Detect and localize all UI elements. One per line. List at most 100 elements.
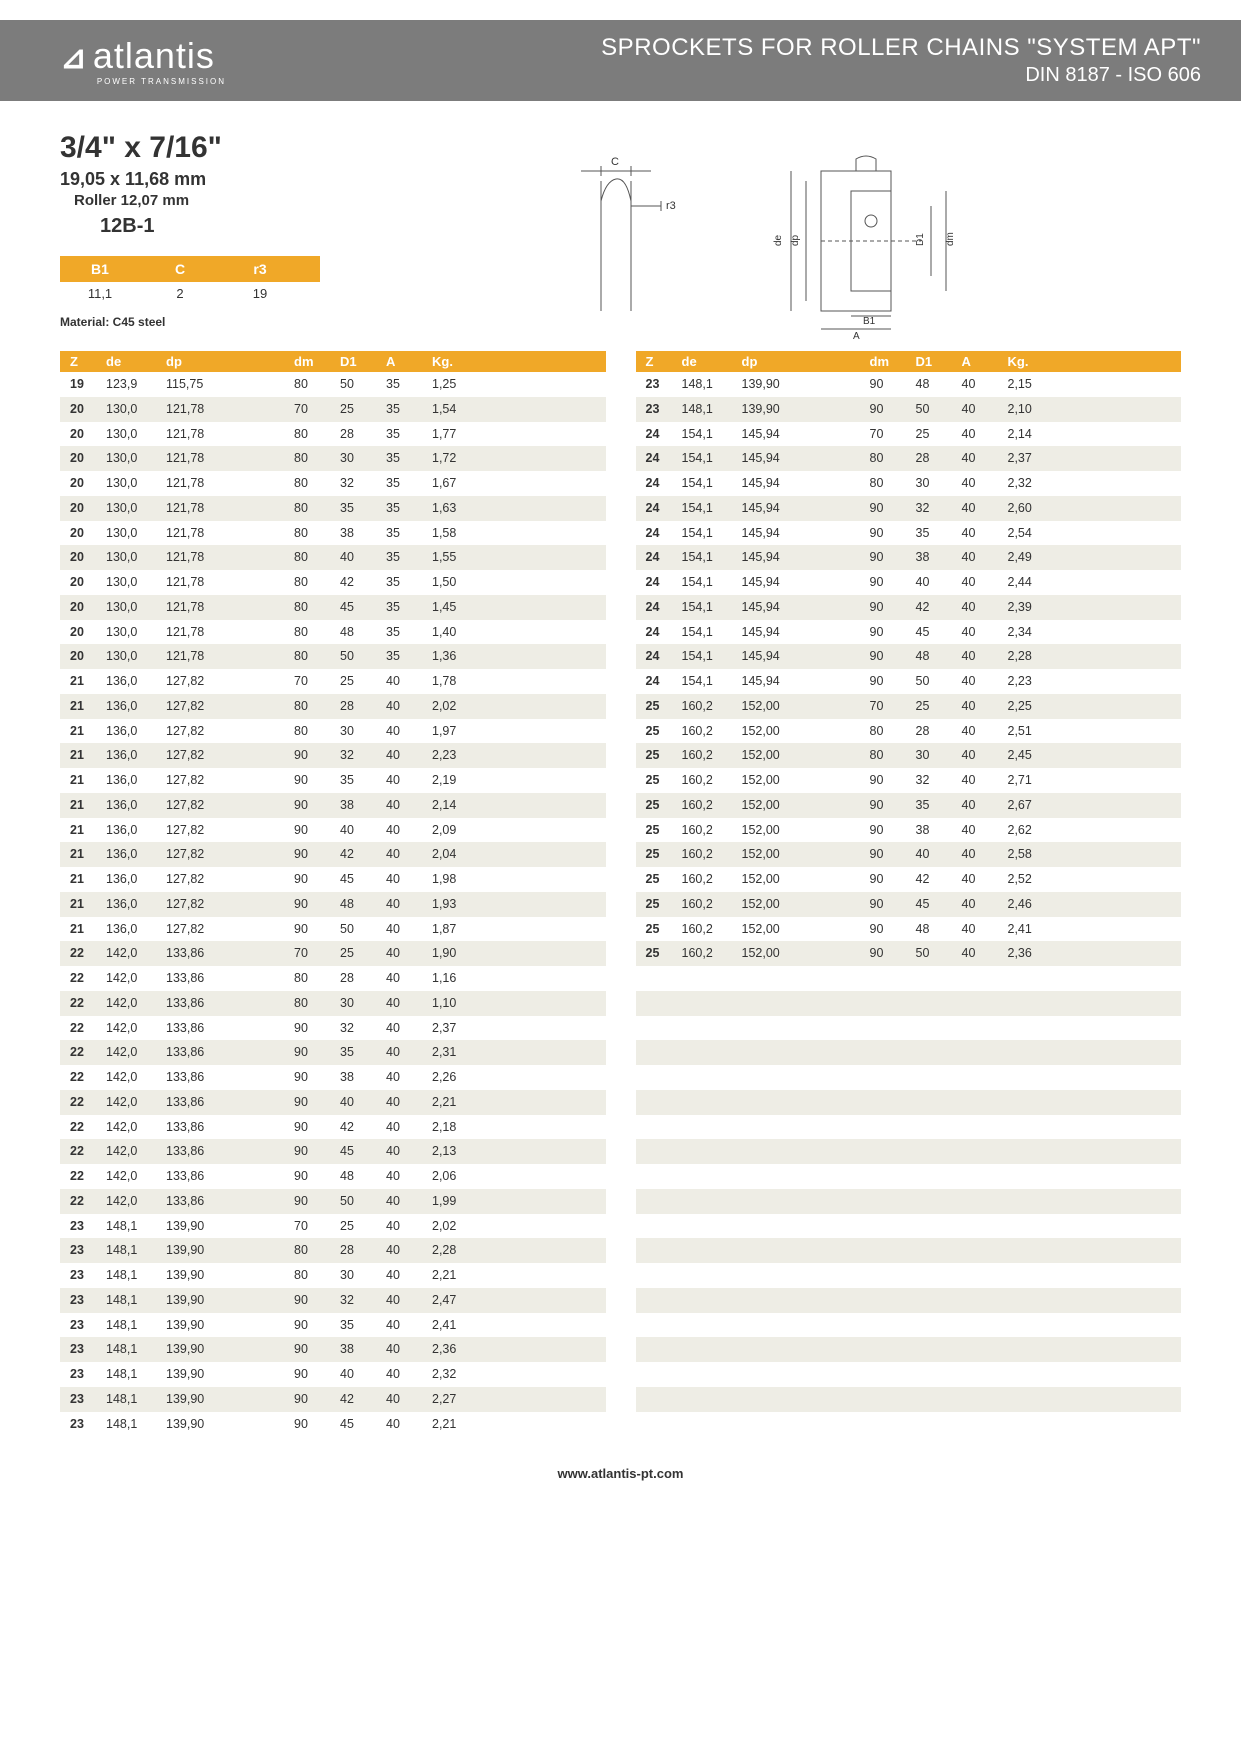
table-row: 23148,1139,909040402,32	[60, 1362, 606, 1387]
table-row: 20130,0121,788048351,40	[60, 620, 606, 645]
data-table-left: Z de dp dm D1 A Kg. 19123,9115,758050351…	[60, 351, 606, 1436]
hub-section-diagram: de dp D1 dm B1 A	[761, 151, 981, 341]
table-row: 22142,0133,869035402,31	[60, 1040, 606, 1065]
table-row	[636, 1040, 1182, 1065]
th-z: Z	[636, 351, 682, 372]
table-row: 24154,1145,949045402,34	[636, 620, 1182, 645]
table-row: 20130,0121,788030351,72	[60, 446, 606, 471]
table-row: 21136,0127,828030401,97	[60, 719, 606, 744]
table-row: 24154,1145,949042402,39	[636, 595, 1182, 620]
table-row: 25160,2152,009045402,46	[636, 892, 1182, 917]
material-note: Material: C45 steel	[60, 315, 320, 329]
table-row: 20130,0121,788050351,36	[60, 644, 606, 669]
table-row: 22142,0133,869045402,13	[60, 1139, 606, 1164]
table-row: 25160,2152,009032402,71	[636, 768, 1182, 793]
table-row: 23148,1139,909035402,41	[60, 1313, 606, 1338]
table-row: 23148,1139,908030402,21	[60, 1263, 606, 1288]
table-row: 23148,1139,907025402,02	[60, 1214, 606, 1239]
table-row: 24154,1145,949032402,60	[636, 496, 1182, 521]
table-row	[636, 1362, 1182, 1387]
spec-block: 3/4" x 7/16" 19,05 x 11,68 mm Roller 12,…	[60, 131, 320, 329]
label-c: C	[611, 156, 619, 168]
table-row: 20130,0121,787025351,54	[60, 397, 606, 422]
table-row	[636, 1139, 1182, 1164]
table-row	[636, 991, 1182, 1016]
table-row: 23148,1139,908028402,28	[60, 1238, 606, 1263]
table-row	[636, 1337, 1182, 1362]
th-dm: dm	[870, 351, 916, 372]
data-header-right: Z de dp dm D1 A Kg.	[636, 351, 1182, 372]
table-row: 24154,1145,948028402,37	[636, 446, 1182, 471]
th-de: de	[682, 351, 742, 372]
table-row: 24154,1145,949040402,44	[636, 570, 1182, 595]
table-row: 25160,2152,009038402,62	[636, 818, 1182, 843]
table-row: 21136,0127,829042402,04	[60, 842, 606, 867]
technical-diagrams: C r3	[360, 131, 1181, 341]
table-row: 20130,0121,788045351,45	[60, 595, 606, 620]
header-titles: SPROCKETS FOR ROLLER CHAINS "SYSTEM APT"…	[601, 34, 1201, 87]
table-row: 25160,2152,009040402,58	[636, 842, 1182, 867]
brand-logo: ⊿ atlantis POWER TRANSMISSION	[60, 35, 226, 86]
table-row: 22142,0133,869048402,06	[60, 1164, 606, 1189]
table-row	[636, 1065, 1182, 1090]
small-spec-table: B1 C r3 11,1 2 19	[60, 256, 320, 305]
table-row: 21136,0127,829048401,93	[60, 892, 606, 917]
label-de: de	[773, 234, 784, 246]
table-row: 21136,0127,827025401,78	[60, 669, 606, 694]
header-subtitle: DIN 8187 - ISO 606	[601, 64, 1201, 87]
table-row: 24154,1145,949038402,49	[636, 545, 1182, 570]
label-a: A	[853, 331, 860, 341]
table-row: 20130,0121,788032351,67	[60, 471, 606, 496]
label-r3: r3	[666, 200, 676, 212]
small-th-r3: r3	[220, 256, 300, 282]
page-header: ⊿ atlantis POWER TRANSMISSION SPROCKETS …	[0, 20, 1241, 101]
table-row: 24154,1145,947025402,14	[636, 422, 1182, 447]
data-tables: Z de dp dm D1 A Kg. 19123,9115,758050351…	[60, 351, 1181, 1436]
table-row: 22142,0133,869050401,99	[60, 1189, 606, 1214]
table-row: 25160,2152,009048402,41	[636, 917, 1182, 942]
table-row: 23148,1139,909045402,21	[60, 1412, 606, 1437]
small-td-b1: 11,1	[60, 282, 140, 305]
table-row	[636, 1412, 1182, 1437]
brand-name: atlantis	[93, 35, 226, 77]
table-row: 25160,2152,009042402,52	[636, 867, 1182, 892]
table-row: 23148,1139,909038402,36	[60, 1337, 606, 1362]
th-kg: Kg.	[432, 351, 492, 372]
data-header-left: Z de dp dm D1 A Kg.	[60, 351, 606, 372]
table-row: 21136,0127,829040402,09	[60, 818, 606, 843]
table-row: 22142,0133,869042402,18	[60, 1115, 606, 1140]
table-row	[636, 1189, 1182, 1214]
spec-imperial: 3/4" x 7/16"	[60, 131, 320, 165]
small-th-b1: B1	[60, 256, 140, 282]
table-row: 25160,2152,008030402,45	[636, 743, 1182, 768]
table-row: 22142,0133,869032402,37	[60, 1016, 606, 1041]
table-row: 24154,1145,949035402,54	[636, 521, 1182, 546]
table-row: 20130,0121,788040351,55	[60, 545, 606, 570]
th-dp: dp	[742, 351, 810, 372]
th-z: Z	[60, 351, 106, 372]
table-row	[636, 1016, 1182, 1041]
table-row: 21136,0127,829035402,19	[60, 768, 606, 793]
table-row: 22142,0133,868030401,10	[60, 991, 606, 1016]
table-row	[636, 1387, 1182, 1412]
table-row: 24154,1145,949050402,23	[636, 669, 1182, 694]
brand-tagline: POWER TRANSMISSION	[97, 77, 226, 86]
logo-icon: ⊿	[60, 38, 85, 76]
table-row: 24154,1145,949048402,28	[636, 644, 1182, 669]
table-row	[636, 1313, 1182, 1338]
th-a: A	[386, 351, 432, 372]
th-kg: Kg.	[1008, 351, 1068, 372]
th-d1: D1	[340, 351, 386, 372]
spec-code: 12B-1	[100, 215, 320, 238]
table-row: 22142,0133,869038402,26	[60, 1065, 606, 1090]
table-row: 21136,0127,829038402,14	[60, 793, 606, 818]
small-td-c: 2	[140, 282, 220, 305]
table-row	[636, 966, 1182, 991]
th-a: A	[962, 351, 1008, 372]
footer-url: www.atlantis-pt.com	[60, 1466, 1181, 1481]
table-row: 22142,0133,868028401,16	[60, 966, 606, 991]
data-table-right: Z de dp dm D1 A Kg. 23148,1139,909048402…	[636, 351, 1182, 1436]
table-row: 22142,0133,867025401,90	[60, 941, 606, 966]
table-row: 21136,0127,829032402,23	[60, 743, 606, 768]
spec-metric: 19,05 x 11,68 mm	[60, 169, 320, 190]
